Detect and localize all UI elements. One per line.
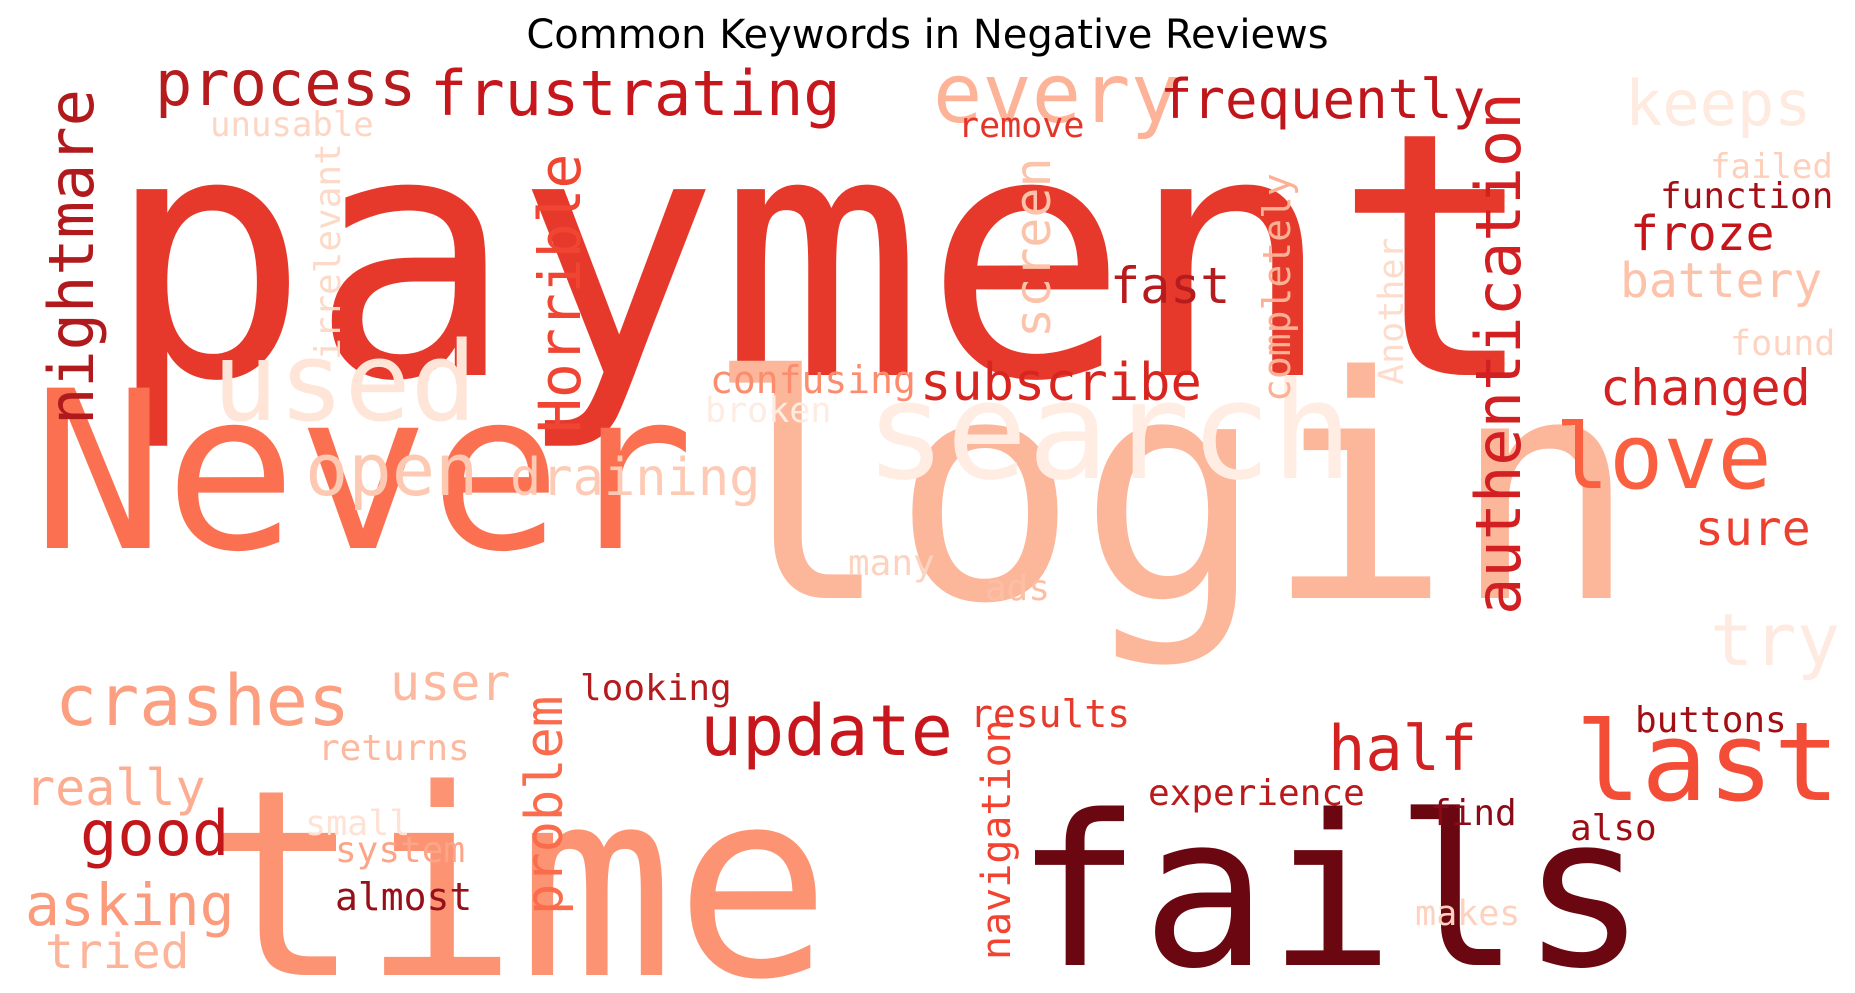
word-horrible: Horrible [526, 154, 594, 433]
word-user: user [390, 654, 510, 712]
word-another: Another [1372, 237, 1412, 385]
word-used: used [212, 318, 477, 446]
word-system: system [335, 830, 465, 871]
word-experience: experience [1148, 773, 1365, 814]
word-problem: problem [515, 696, 575, 915]
word-crashes: crashes [55, 660, 350, 742]
word-nightmare: nightmare [35, 89, 108, 425]
word-half: half [1328, 712, 1477, 785]
word-update: update [700, 690, 953, 772]
word-last: last [1575, 698, 1840, 826]
word-never: Never [32, 344, 694, 600]
word-sure: sure [1695, 501, 1811, 557]
word-changed: changed [1600, 359, 1811, 417]
word-payment: payment [105, 60, 1538, 456]
word-many: many [848, 543, 935, 584]
word-makes: makes [1415, 894, 1520, 934]
word-frequently: frequently [1160, 68, 1485, 131]
word-keeps: keeps [1625, 67, 1812, 140]
word-asking: asking [25, 871, 235, 939]
word-navigation: navigation [974, 719, 1020, 960]
word-results: results [970, 692, 1130, 736]
word-time: time [205, 735, 831, 993]
word-function: function [1660, 176, 1833, 217]
word-remove: remove [958, 106, 1084, 146]
word-love: love [1555, 405, 1772, 510]
word-also: also [1570, 808, 1657, 849]
word-froze: froze [1630, 206, 1775, 262]
word-completely: completely [1255, 173, 1299, 402]
word-draining: draining [510, 448, 760, 508]
word-really: really [25, 759, 206, 817]
word-screen: screen [1004, 157, 1062, 338]
word-ads: ads [985, 568, 1050, 609]
word-tried: tried [45, 924, 190, 980]
word-broken: broken [705, 391, 831, 431]
chart-title: Common Keywords in Negative Reviews [526, 12, 1329, 58]
word-open: open [305, 428, 478, 512]
word-subscribe: subscribe [920, 353, 1202, 413]
word-returns: returns [318, 728, 470, 769]
word-good: good [80, 797, 229, 870]
word-process: process [155, 47, 416, 120]
word-fast: fast [1110, 257, 1230, 315]
word-login: login [705, 311, 1638, 672]
word-authentication: authentication [1462, 92, 1535, 615]
word-failed: failed [1710, 147, 1833, 187]
word-irrelevant: irrelevant [308, 143, 349, 360]
word-confusing: confusing [710, 358, 916, 402]
word-buttons: buttons [1635, 700, 1787, 741]
word-search: search [865, 353, 1353, 510]
word-every: every [933, 47, 1180, 142]
word-find: find [1430, 793, 1517, 834]
word-fails: fails [1015, 770, 1647, 993]
word-almost: almost [335, 875, 472, 919]
word-looking: looking [580, 668, 732, 709]
word-frustrating: frustrating [430, 57, 841, 130]
word-found: found [1730, 324, 1835, 364]
word-try: try [1710, 598, 1840, 682]
word-unusable: unusable [210, 105, 374, 145]
word-battery: battery [1620, 253, 1822, 309]
word-small: small [305, 804, 410, 844]
